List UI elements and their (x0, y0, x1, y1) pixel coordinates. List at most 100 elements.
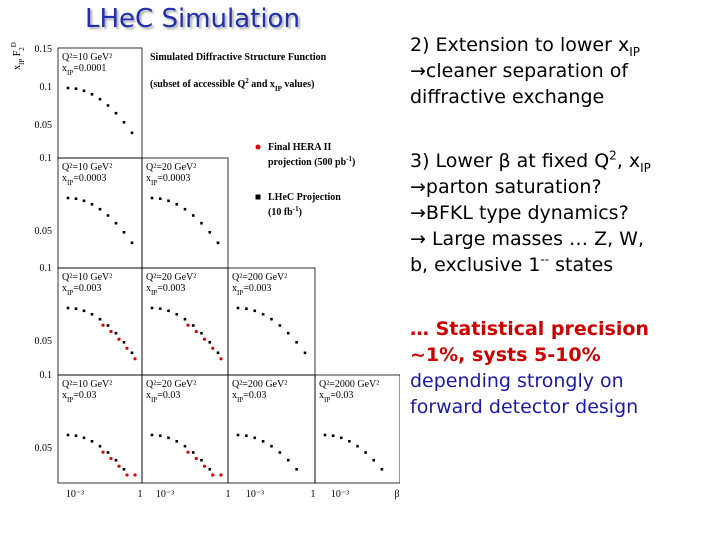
legend-label: projection (500 pb-1) (268, 155, 355, 168)
legend-marker (255, 144, 261, 150)
text-run: x (232, 390, 237, 401)
point-icon (114, 111, 118, 115)
point-icon (202, 464, 207, 468)
panel-frame (227, 267, 316, 376)
point-icon (167, 436, 170, 440)
figure-subtitle: (subset of accessible Q2 and xIP values) (150, 77, 314, 93)
panel-xip: xIP=0.03 (319, 390, 353, 404)
bullet-line: forward detector design (410, 394, 720, 420)
text-run: →parton saturation? (410, 176, 602, 198)
text-run: 3) Lower β at fixed Q (410, 150, 610, 172)
point-icon (82, 309, 86, 313)
text-run: IP (640, 160, 651, 175)
point-icon (66, 306, 70, 310)
point-icon (253, 436, 257, 440)
point-icon (90, 203, 94, 206)
point-icon (356, 444, 359, 448)
point-icon (236, 433, 240, 437)
point-icon (216, 241, 220, 245)
point-icon (109, 456, 113, 461)
text-run: → Large masses … Z, W, (410, 228, 644, 250)
text-run: →BFKL type dynamics? (410, 202, 629, 224)
text-run: x (232, 283, 237, 294)
panel-q2: Q²=200 GeV² (232, 379, 287, 390)
slide-title: LHeC Simulation (85, 4, 300, 34)
point-icon (90, 93, 94, 96)
text-run: =0.003 (157, 283, 185, 294)
point-icon (82, 199, 86, 203)
point-icon (101, 323, 105, 327)
bullet: 2) Extension to lower xIP →cleaner separa… (410, 32, 720, 110)
text-run: diffractive exchange (410, 86, 605, 108)
text-run: IP (18, 59, 26, 65)
point-icon (74, 434, 78, 437)
point-icon (245, 434, 248, 437)
panel-xip: xIP=0.03 (146, 390, 180, 404)
y-tick-label: 0.15 (35, 44, 53, 55)
point-icon (125, 473, 129, 477)
y-tick-label: 0.05 (35, 226, 53, 237)
panel-q2: Q²=10 GeV² (62, 272, 112, 283)
text-run: =0.0001 (73, 63, 106, 74)
panel-xip: xIP=0.003 (232, 283, 271, 297)
point-icon (236, 306, 240, 310)
point-icon (278, 451, 282, 454)
point-icon (130, 131, 134, 135)
point-icon (122, 121, 126, 124)
bullet-line: diffractive exchange (410, 84, 720, 110)
point-icon (372, 458, 376, 462)
point-icon (191, 451, 195, 454)
bullet-line: … Statistical precision (410, 316, 720, 342)
panel-q2: Q²=200 GeV² (232, 272, 287, 283)
point-icon (211, 346, 215, 350)
point-icon (194, 329, 198, 334)
text-run: -1 (293, 205, 299, 213)
panel-frame (57, 374, 143, 484)
point-icon (208, 341, 212, 344)
panel-xip: xIP=0.03 (62, 390, 96, 404)
point-icon (200, 458, 203, 462)
point-icon (303, 351, 307, 355)
bullet: depending strongly on forward detector de… (410, 368, 720, 420)
point-icon (82, 436, 86, 440)
point-icon (158, 307, 162, 310)
point-icon (286, 458, 290, 462)
y-tick-label: 0.05 (35, 443, 53, 454)
point-icon (98, 97, 102, 101)
text-run: x (146, 173, 151, 184)
point-icon (158, 197, 162, 200)
text-run: 2) Extension to lower x (410, 34, 630, 56)
point-icon (261, 440, 265, 443)
panel-q2: Q²=10 GeV² (62, 52, 112, 63)
text-run: x (146, 390, 151, 401)
text-run: -1 (346, 155, 352, 163)
text-run: ) (352, 157, 355, 168)
point-icon (82, 89, 86, 93)
point-icon (114, 331, 118, 335)
bullet-line: 3) Lower β at fixed Q2, xIP (410, 148, 720, 174)
text-run: x (146, 283, 151, 294)
panel-frame (227, 374, 316, 484)
text-run: =0.003 (73, 283, 101, 294)
text-run: depending strongly on (410, 370, 624, 392)
text-run: IP (67, 69, 73, 77)
point-icon (98, 317, 102, 321)
point-icon (130, 241, 134, 245)
text-run: →cleaner separation of (410, 60, 629, 82)
point-icon (208, 468, 212, 471)
point-icon (109, 329, 113, 334)
text-run: x (62, 283, 67, 294)
x-tick-label: 1 (226, 489, 231, 500)
point-icon (66, 433, 70, 437)
text-run: , x (616, 150, 641, 172)
text-run: 2 (609, 148, 617, 163)
panel-frame (314, 374, 400, 484)
point-icon (186, 450, 190, 454)
text-run: =0.003 (243, 283, 271, 294)
y-tick-label: 0.1 (40, 263, 53, 274)
point-icon (74, 197, 78, 200)
point-icon (194, 456, 198, 461)
panel-xip: xIP=0.03 (232, 390, 266, 404)
panel-xip: xIP=0.003 (146, 283, 185, 297)
